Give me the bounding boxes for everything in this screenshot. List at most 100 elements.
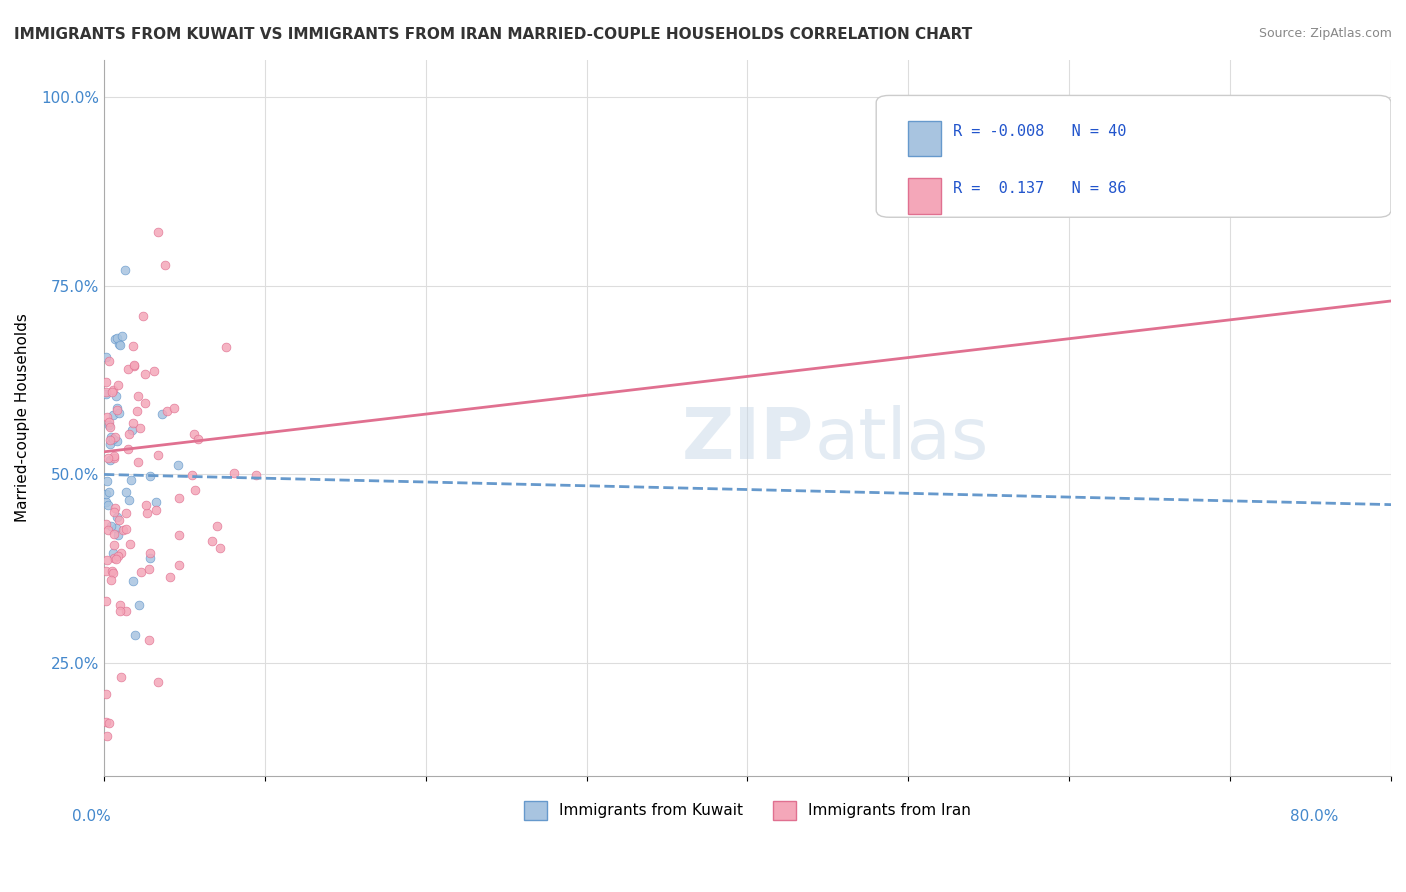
Point: [122, 358, 145, 372]
Point: [115, 506, 138, 520]
Point: [111, 329, 134, 343]
Point: [117, 442, 139, 456]
Bar: [908, 178, 941, 214]
Point: [110, 546, 132, 560]
Point: [96, 410, 118, 425]
Point: [94, 594, 117, 608]
Point: [146, 225, 169, 239]
Point: [103, 450, 125, 464]
Text: atlas: atlas: [814, 405, 988, 474]
Point: [111, 524, 134, 538]
Point: [124, 359, 146, 374]
Text: R = -0.008   N = 40: R = -0.008 N = 40: [953, 124, 1126, 139]
Point: [97, 523, 120, 537]
FancyBboxPatch shape: [876, 95, 1391, 218]
Point: [98, 434, 121, 448]
Point: [94, 350, 117, 364]
Point: [114, 522, 136, 536]
Point: [103, 408, 125, 422]
Point: [142, 364, 165, 378]
Point: [108, 337, 131, 351]
Point: [136, 506, 159, 520]
Point: [100, 519, 122, 533]
Point: [94, 386, 117, 401]
Point: [183, 426, 205, 441]
Text: R =  0.137   N = 86: R = 0.137 N = 86: [953, 181, 1126, 196]
Point: [98, 420, 121, 434]
Point: [159, 570, 181, 584]
Point: [101, 385, 124, 400]
Point: [121, 424, 143, 438]
Point: [135, 498, 157, 512]
Point: [150, 407, 173, 421]
Point: [121, 338, 143, 352]
Point: [98, 416, 121, 430]
Point: [138, 632, 160, 647]
Point: [181, 467, 204, 482]
Point: [215, 340, 238, 354]
Point: [103, 505, 125, 519]
Point: [129, 566, 152, 580]
Point: [97, 485, 120, 500]
Point: [105, 389, 128, 403]
Point: [120, 473, 142, 487]
Point: [97, 499, 120, 513]
Point: [134, 396, 156, 410]
Point: [105, 510, 128, 524]
Point: [96, 730, 118, 744]
Text: IMMIGRANTS FROM KUWAIT VS IMMIGRANTS FROM IRAN MARRIED-COUPLE HOUSEHOLDS CORRELA: IMMIGRANTS FROM KUWAIT VS IMMIGRANTS FRO…: [14, 27, 973, 42]
Point: [110, 338, 132, 352]
Point: [104, 501, 127, 516]
Point: [107, 528, 129, 542]
Point: [101, 546, 124, 560]
Point: [94, 494, 117, 508]
Point: [103, 538, 125, 552]
Point: [103, 451, 125, 466]
Text: 80.0%: 80.0%: [1291, 809, 1339, 823]
Point: [145, 494, 167, 508]
Point: [208, 541, 231, 555]
Legend: Immigrants from Kuwait, Immigrants from Iran: Immigrants from Kuwait, Immigrants from …: [517, 795, 977, 826]
Point: [105, 401, 128, 415]
Point: [153, 258, 176, 272]
Point: [224, 466, 246, 480]
Point: [145, 503, 167, 517]
Point: [105, 434, 128, 448]
Point: [96, 475, 118, 489]
Point: [98, 417, 121, 432]
Point: [98, 354, 121, 368]
Point: [104, 332, 127, 346]
Point: [108, 406, 131, 420]
Point: [122, 574, 145, 589]
Point: [94, 687, 117, 701]
Point: [94, 516, 117, 531]
Point: [108, 599, 131, 613]
Point: [96, 564, 118, 578]
Point: [101, 432, 124, 446]
Point: [101, 383, 124, 397]
Point: [167, 528, 190, 542]
Point: [163, 401, 186, 416]
Point: [139, 468, 162, 483]
Point: [134, 367, 156, 381]
Point: [96, 385, 118, 400]
Point: [187, 432, 209, 446]
Text: Source: ZipAtlas.com: Source: ZipAtlas.com: [1258, 27, 1392, 40]
Point: [103, 527, 125, 541]
Point: [107, 378, 129, 392]
Point: [124, 628, 146, 642]
Point: [166, 458, 188, 472]
Point: [118, 537, 141, 551]
Text: ZIP: ZIP: [682, 405, 814, 474]
Point: [167, 558, 190, 573]
Point: [122, 417, 145, 431]
Point: [100, 573, 122, 587]
Point: [98, 437, 121, 451]
Point: [118, 427, 141, 442]
Point: [131, 310, 153, 324]
Point: [129, 421, 152, 435]
Point: [139, 546, 162, 560]
Point: [100, 564, 122, 578]
Point: [103, 551, 125, 566]
Point: [110, 604, 132, 618]
